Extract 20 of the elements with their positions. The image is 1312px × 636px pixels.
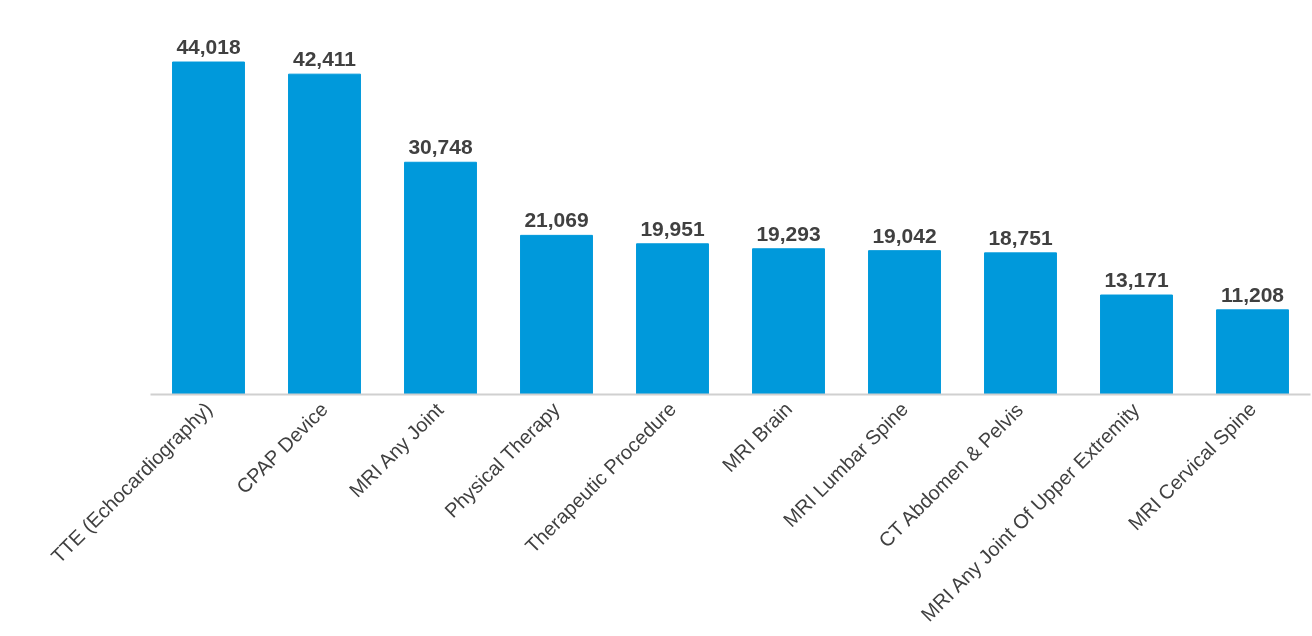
data-label: 19,042 <box>872 223 937 247</box>
bar <box>868 250 941 395</box>
bar <box>1216 309 1289 395</box>
data-label: 30,748 <box>408 135 473 159</box>
data-label: 11,208 <box>1220 282 1285 306</box>
bar <box>288 73 361 395</box>
bar <box>984 252 1057 395</box>
bar <box>404 161 477 395</box>
data-label: 19,293 <box>756 221 821 245</box>
bar <box>1100 294 1173 395</box>
data-label: 21,069 <box>524 208 589 232</box>
data-label: 42,411 <box>292 47 357 71</box>
bar <box>752 248 825 395</box>
data-label: 13,171 <box>1104 268 1169 292</box>
data-label: 18,751 <box>988 225 1053 249</box>
bar <box>520 234 593 395</box>
data-label: 19,951 <box>640 216 705 240</box>
bar <box>636 243 709 395</box>
bar <box>172 61 245 395</box>
data-label: 44,018 <box>176 35 241 59</box>
